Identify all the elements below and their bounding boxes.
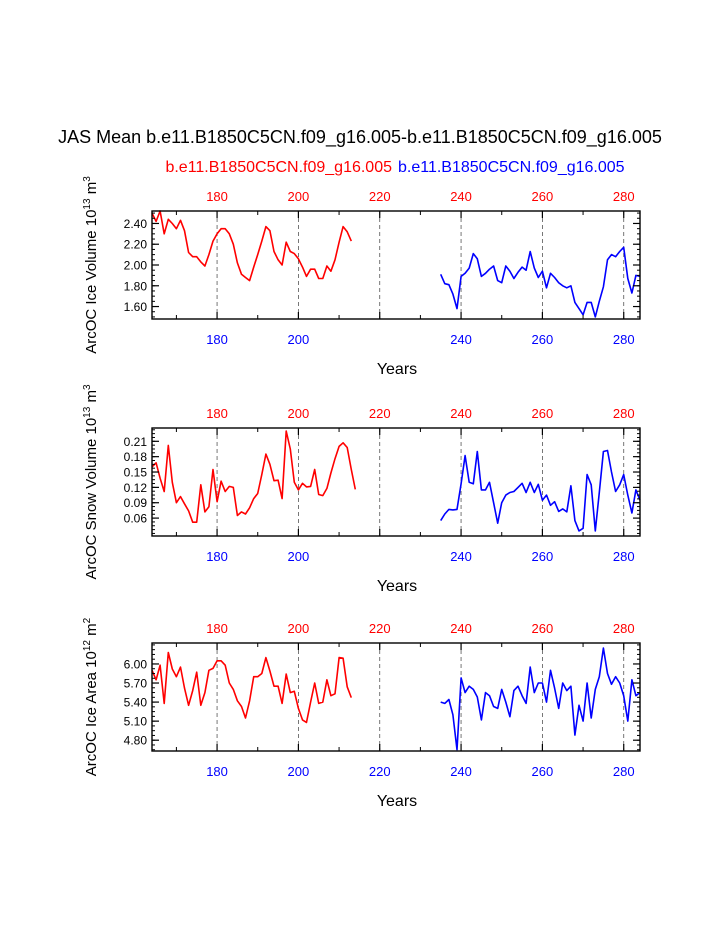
y-tick-label: 0.18 xyxy=(124,450,148,464)
y-tick-label: 0.09 xyxy=(124,496,148,510)
top-tick-label: 220 xyxy=(369,621,391,636)
chart-panel-2: 0.06 0.090.120.15 0.180.21 180 200 220 240 260 2… xyxy=(82,384,641,595)
bottom-tick-label: 260 xyxy=(532,549,554,564)
x-axis-title: Years xyxy=(377,578,417,595)
plot-frame xyxy=(151,427,641,537)
series-line-red xyxy=(151,651,353,724)
y-tick-label: 1.80 xyxy=(124,279,148,293)
legend-red-label: b.e11.B1850C5CN.f09_g16.005 xyxy=(165,159,392,176)
plot-frame xyxy=(151,642,641,752)
y-tick-label: 5.10 xyxy=(124,715,148,729)
y-axis-title-unit: m xyxy=(83,182,100,199)
top-tick-label: 240 xyxy=(450,189,472,204)
y-tick-label: 0.21 xyxy=(124,435,148,449)
chart-panel-3: 4.80 5.10 5.40 5.70 6.00 180 200 220 240 260 280 18… xyxy=(82,617,641,810)
bottom-tick-label: 180 xyxy=(206,549,228,564)
y-tick-label: 6.00 xyxy=(124,657,148,671)
y-axis-title: ArcOC Ice Area 1012 m2 xyxy=(82,617,100,776)
y-tick-label: 5.40 xyxy=(124,696,148,710)
y-axis-title-unit: m xyxy=(83,623,100,640)
y-axis-title-main: ArcOC Ice Volume 10 xyxy=(83,210,100,354)
plot-frame xyxy=(151,210,641,320)
top-tick-label: 180 xyxy=(206,406,228,421)
top-tick-label: 240 xyxy=(450,406,472,421)
x-axis-title: Years xyxy=(377,361,417,378)
y-tick-label: 0.15 xyxy=(124,466,148,480)
y-axis-title-exponent: 13 xyxy=(82,198,93,210)
y-axis-title-exponent: 3 xyxy=(82,384,93,390)
series-line-blue xyxy=(440,647,641,751)
y-tick-label: 4.80 xyxy=(124,734,148,748)
x-axis-title: Years xyxy=(377,793,417,810)
bottom-tick-label: 200 xyxy=(288,764,310,779)
y-tick-label: 2.40 xyxy=(124,217,148,231)
y-axis-title-exponent: 2 xyxy=(82,617,93,623)
top-tick-label: 280 xyxy=(613,406,635,421)
top-tick-label: 180 xyxy=(206,621,228,636)
y-axis-title-main: ArcOC Ice Area 10 xyxy=(83,651,100,776)
series-line-blue xyxy=(440,449,641,532)
y-tick-label: 2.20 xyxy=(124,238,148,252)
top-tick-label: 200 xyxy=(288,189,310,204)
y-axis-title-exponent: 13 xyxy=(82,406,93,418)
bottom-tick-label: 180 xyxy=(206,332,228,347)
y-axis-title-exponent: 12 xyxy=(82,640,93,652)
panels: 1.60 1.80 2.00 2.20 2.40 180 200 220 240 260 280 18… xyxy=(82,176,641,810)
bottom-tick-label: 260 xyxy=(532,764,554,779)
bottom-tick-label: 260 xyxy=(532,332,554,347)
series-line-red xyxy=(151,430,357,524)
y-tick-label: 2.00 xyxy=(124,259,148,273)
top-tick-label: 200 xyxy=(288,406,310,421)
y-tick-label: 5.70 xyxy=(124,677,148,691)
bottom-tick-label: 280 xyxy=(613,332,635,347)
bottom-tick-label: 200 xyxy=(288,549,310,564)
bottom-tick-label: 280 xyxy=(613,549,635,564)
series-line-blue xyxy=(439,246,641,318)
top-tick-label: 200 xyxy=(288,621,310,636)
y-axis-title: ArcOC Snow Volume 1013 m3 xyxy=(82,384,100,580)
y-tick-label: 1.60 xyxy=(124,300,148,314)
chart-panel-1: 1.60 1.80 2.00 2.20 2.40 180 200 220 240 260 280 18… xyxy=(82,176,641,378)
chart-title: JAS Mean b.e11.B1850C5CN.f09_g16.005-b.e… xyxy=(58,127,662,148)
bottom-tick-label: 180 xyxy=(206,764,228,779)
bottom-tick-label: 280 xyxy=(613,764,635,779)
top-tick-label: 220 xyxy=(369,406,391,421)
y-tick-label: 0.06 xyxy=(124,512,148,526)
y-axis-title-unit: m xyxy=(83,390,100,407)
top-tick-label: 280 xyxy=(613,621,635,636)
top-tick-label: 220 xyxy=(369,189,391,204)
bottom-tick-label: 220 xyxy=(369,764,391,779)
bottom-tick-label: 200 xyxy=(288,332,310,347)
legend-blue-label: b.e11.B1850C5CN.f09_g16.005 xyxy=(398,159,625,176)
top-tick-label: 240 xyxy=(450,621,472,636)
y-axis-title-exponent: 3 xyxy=(82,176,93,182)
y-axis-title-main: ArcOC Snow Volume 10 xyxy=(83,418,100,580)
bottom-tick-label: 240 xyxy=(450,332,472,347)
top-tick-label: 180 xyxy=(206,189,228,204)
series-line-red xyxy=(151,210,353,282)
bottom-tick-label: 240 xyxy=(450,549,472,564)
top-tick-label: 260 xyxy=(532,406,554,421)
y-tick-label: 0.12 xyxy=(124,481,148,495)
y-axis-title: ArcOC Ice Volume 1013 m3 xyxy=(82,176,100,354)
top-tick-label: 260 xyxy=(532,189,554,204)
top-tick-label: 260 xyxy=(532,621,554,636)
bottom-tick-label: 240 xyxy=(450,764,472,779)
top-tick-label: 280 xyxy=(613,189,635,204)
